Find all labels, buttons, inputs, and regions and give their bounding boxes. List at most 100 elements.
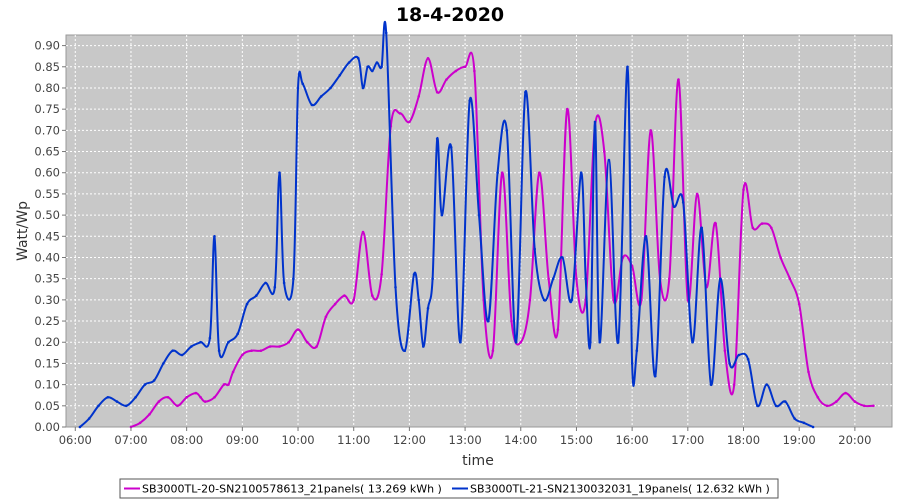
data-point	[487, 319, 490, 323]
data-point	[412, 273, 416, 276]
data-point	[630, 362, 634, 365]
data-point	[199, 340, 202, 344]
data-point	[384, 31, 388, 35]
data-point	[519, 340, 523, 344]
data-point	[584, 277, 587, 281]
data-point	[324, 315, 328, 319]
data-point	[547, 277, 550, 281]
x-axis-ticks: 06:00 07:00 08:00 09:00 10:00 11:00 12:00 13:00…	[59, 427, 871, 447]
data-point	[510, 319, 513, 323]
data-point	[143, 383, 147, 386]
data-point	[231, 370, 235, 374]
data-point	[398, 112, 402, 115]
data-point	[287, 340, 291, 344]
data-point	[491, 349, 495, 353]
data-point	[463, 65, 467, 69]
y-axis-ticks: 0.00 0.05 0.10 0.15 0.20 0.25 0.30 0.35 0.40 0.45…	[34, 39, 66, 434]
y-tick-label: 0.65	[34, 145, 60, 159]
y-tick-label: 0.25	[34, 314, 60, 328]
data-point	[217, 349, 221, 353]
y-tick-label: 0.85	[34, 60, 60, 74]
data-point	[185, 396, 188, 399]
y-tick-label: 0.45	[34, 229, 60, 243]
data-point	[732, 383, 736, 386]
data-point	[468, 99, 472, 102]
data-point	[296, 328, 300, 331]
data-point	[301, 82, 305, 85]
data-point	[616, 340, 620, 344]
data-point	[380, 273, 383, 276]
data-point	[138, 421, 142, 425]
data-point	[807, 370, 810, 374]
data-point	[347, 61, 351, 64]
legend-label-1: SB3000TL-20-SN2100578613_21panels( 13.26…	[142, 483, 442, 496]
data-point	[176, 404, 179, 408]
data-point	[426, 307, 430, 310]
data-point	[357, 57, 360, 60]
data-point	[477, 213, 481, 217]
y-tick-label: 0.10	[34, 378, 60, 392]
data-point	[635, 349, 639, 353]
data-point	[213, 235, 216, 238]
data-point	[366, 65, 369, 69]
x-tick-label: 15:00	[560, 433, 593, 447]
data-point	[551, 277, 555, 281]
data-point	[719, 277, 722, 281]
data-point	[296, 86, 300, 90]
data-point	[700, 226, 703, 230]
data-point	[380, 65, 383, 69]
data-point	[737, 353, 741, 357]
data-point	[315, 345, 318, 348]
y-tick-label: 0.55	[34, 187, 60, 201]
data-point	[533, 247, 536, 251]
data-point	[227, 340, 230, 344]
data-point	[556, 328, 560, 331]
data-point	[435, 90, 439, 94]
data-point	[394, 285, 397, 289]
data-point	[598, 340, 601, 344]
data-point	[505, 129, 509, 132]
data-point	[125, 404, 128, 408]
x-tick-label: 20:00	[838, 433, 871, 447]
legend-label-2: SB3000TL-21-SN2130032031_19panels( 12.63…	[470, 483, 770, 496]
data-point	[417, 298, 421, 302]
data-point	[241, 353, 244, 357]
data-point	[180, 353, 184, 357]
data-point	[268, 345, 272, 348]
data-point	[134, 396, 137, 399]
data-point	[250, 349, 253, 353]
data-point	[565, 107, 569, 111]
data-point	[473, 69, 476, 73]
data-point	[538, 171, 541, 174]
data-point	[245, 302, 249, 306]
y-axis-label: Watt/Wp	[15, 201, 31, 261]
data-point	[797, 302, 801, 306]
data-point	[148, 413, 151, 416]
data-point	[816, 396, 820, 399]
data-point	[853, 400, 857, 403]
data-point	[514, 340, 518, 344]
data-point	[524, 90, 527, 94]
x-tick-label: 09:00	[226, 433, 259, 447]
y-tick-label: 0.20	[34, 335, 60, 349]
data-point	[194, 391, 198, 395]
y-tick-label: 0.80	[34, 81, 60, 95]
data-point	[371, 69, 374, 73]
y-tick-label: 0.40	[34, 250, 60, 264]
data-point	[742, 188, 745, 191]
data-point	[644, 235, 648, 238]
data-point	[691, 340, 694, 344]
data-point	[793, 417, 796, 420]
data-point	[500, 171, 504, 174]
y-gridlines	[66, 45, 892, 407]
series-layer	[78, 21, 875, 429]
data-point	[788, 277, 792, 281]
data-point	[570, 298, 574, 302]
data-point	[765, 383, 768, 386]
x-tick-label: 11:00	[337, 433, 370, 447]
data-point	[171, 349, 174, 353]
y-tick-label: 0.30	[34, 293, 60, 307]
data-point	[770, 226, 773, 230]
data-point	[236, 332, 239, 336]
data-point	[709, 383, 713, 386]
